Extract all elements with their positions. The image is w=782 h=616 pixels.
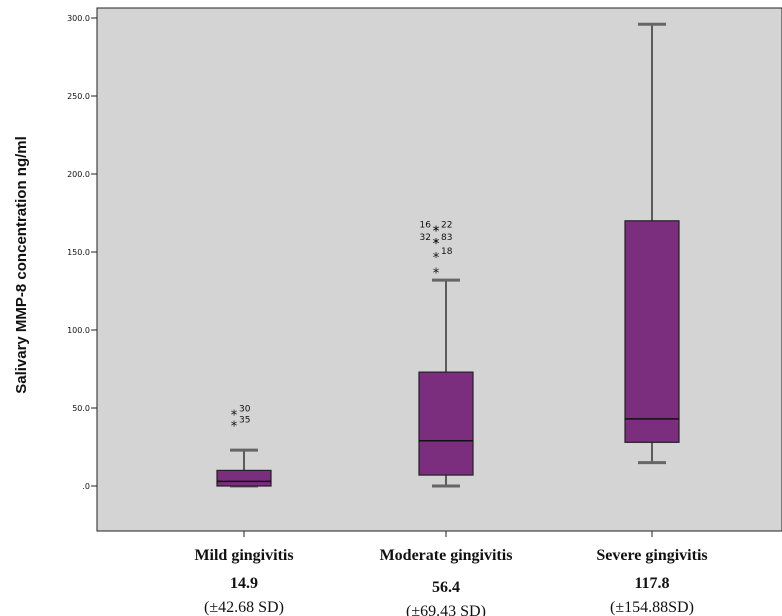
box-group [624, 22, 680, 465]
y-tick-label: 150.0 [67, 248, 90, 257]
sd-label: (±42.68 SD) [204, 599, 284, 616]
outlier-star: * [230, 409, 238, 424]
iqr-box [624, 220, 680, 443]
category-label: Mild gingivitis [194, 547, 293, 564]
outlier-star: * [432, 237, 440, 252]
axes: .0 50.0 100.0 150.0 200.0 250.0 300.0 [67, 14, 653, 537]
outlier-star: * [230, 420, 238, 435]
boxes: * 30* 35** 18*32 * 83*16 * 22 [216, 22, 680, 488]
outlier-label: 35 [239, 416, 250, 426]
mean-label: 56.4 [432, 579, 460, 596]
outlier-label: 22 [441, 221, 452, 231]
y-tick-label: 100.0 [67, 326, 90, 335]
outlier-label: 32 [420, 233, 431, 243]
y-tick-label: 200.0 [67, 170, 90, 179]
outlier-star: * [432, 267, 440, 282]
y-tick-label: 300.0 [67, 14, 90, 23]
sd-label: (±154.88SD) [610, 599, 694, 616]
iqr-box [418, 371, 474, 476]
sd-label: (±69.43 SD) [406, 603, 486, 616]
iqr-box [216, 469, 272, 487]
outlier-label: 83 [441, 233, 452, 243]
outlier-label: 16 [420, 221, 432, 231]
outlier-star: * [432, 225, 440, 240]
y-axis-label: Salivary MMP-8 concentration ng/ml [13, 136, 30, 394]
outlier-label: 30 [239, 405, 251, 415]
outlier-star: * [432, 237, 440, 252]
box-group: * 30* 35 [216, 405, 272, 488]
outlier-label: 18 [441, 247, 453, 257]
box-group: ** 18*32 * 83*16 * 22 [418, 221, 474, 488]
mean-label: 14.9 [230, 575, 258, 592]
outlier-star: * [432, 225, 440, 240]
category-label: Severe gingivitis [596, 547, 707, 564]
outlier-star: * [432, 251, 440, 266]
category-label: Moderate gingivitis [380, 547, 513, 564]
mean-label: 117.8 [634, 575, 669, 592]
category-labels: Mild gingivitis 14.9 (±42.68 SD) Moderate g… [194, 547, 707, 616]
y-tick-label: 50.0 [72, 404, 90, 413]
y-tick-label: 250.0 [67, 92, 90, 101]
y-tick-label: .0 [82, 482, 90, 491]
